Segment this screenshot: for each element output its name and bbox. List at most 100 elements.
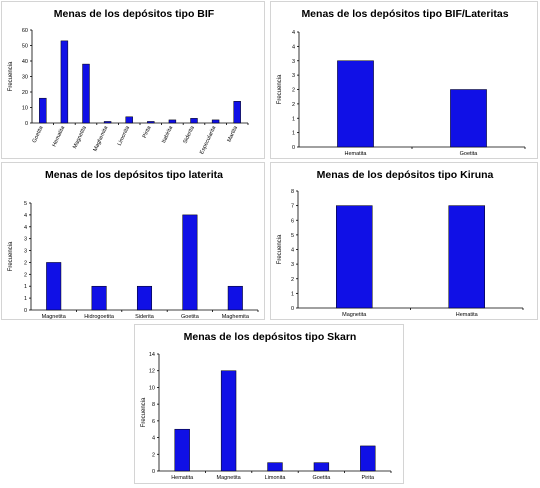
chart-panel-kiruna: Menas de los depósitos tipo Kiruna Frecue… bbox=[270, 162, 538, 320]
y-tick-label: 50 bbox=[22, 44, 28, 50]
x-tick-label: Itabirita bbox=[161, 124, 174, 144]
x-tick-label: Siderita bbox=[182, 124, 196, 144]
y-tick-label: 2 bbox=[292, 88, 295, 94]
bar-magnetita bbox=[46, 262, 62, 311]
x-tick-label: Limonita bbox=[117, 124, 132, 146]
bar-hidrogoetita bbox=[91, 285, 107, 311]
x-tick-label: Pirita bbox=[362, 475, 375, 481]
bar-magnetita bbox=[336, 205, 373, 309]
y-axis-label: Frecuencia bbox=[141, 397, 147, 427]
y-tick-label: 60 bbox=[22, 28, 28, 34]
bar-limonita bbox=[267, 462, 283, 472]
y-axis-label: Frecuencia bbox=[277, 74, 283, 104]
y-tick-label: 2 bbox=[24, 272, 27, 278]
x-tick-label: Hematita bbox=[51, 124, 66, 147]
y-tick-label: 6 bbox=[152, 419, 155, 425]
y-tick-label: 1 bbox=[24, 296, 27, 302]
bar-goetita bbox=[182, 214, 198, 311]
y-axis-label: Frecuencia bbox=[8, 61, 14, 91]
y-tick-label: 3 bbox=[292, 59, 295, 65]
y-tick-label: 3 bbox=[292, 73, 295, 79]
bar-limonita bbox=[125, 116, 133, 124]
bar-martita bbox=[233, 101, 241, 124]
bar-hematita bbox=[174, 428, 190, 472]
y-tick-label: 7 bbox=[291, 204, 294, 210]
y-tick-label: 4 bbox=[291, 248, 294, 254]
y-tick-label: 0 bbox=[291, 306, 294, 312]
x-tick-label: Siderita bbox=[135, 314, 155, 320]
chart-bif-lateritas: Menas de los depósitos tipo BIF/Laterita… bbox=[277, 8, 526, 157]
bar-hematita bbox=[448, 205, 485, 309]
y-tick-label: 4 bbox=[24, 213, 27, 219]
x-tick-label: Magnetita bbox=[217, 475, 242, 481]
y-tick-label: 0 bbox=[152, 469, 155, 475]
bar-hematita bbox=[337, 60, 374, 148]
y-tick-label: 3 bbox=[291, 262, 294, 268]
y-tick-label: 8 bbox=[291, 189, 294, 195]
x-tick-label: Hematita bbox=[171, 475, 194, 481]
y-axis-label: Frecuencia bbox=[277, 234, 283, 264]
x-tick-label: Especularita bbox=[199, 124, 218, 155]
x-tick-label: Hematita bbox=[456, 312, 479, 318]
bar-maghemita bbox=[227, 285, 243, 311]
y-tick-label: 0 bbox=[25, 121, 28, 127]
chart-title: Menas de los depósitos tipo laterita bbox=[45, 169, 223, 181]
chart-title: Menas de los depósitos tipo Kiruna bbox=[317, 169, 494, 181]
y-tick-label: 0 bbox=[24, 308, 27, 314]
chart-title: Menas de los depósitos tipo BIF/Laterita… bbox=[301, 8, 508, 20]
y-tick-label: 4 bbox=[24, 225, 27, 231]
bar-itabirita bbox=[168, 119, 177, 124]
chart-title: Menas de los depósitos tipo Skarn bbox=[184, 331, 357, 343]
x-tick-label: Maghemita bbox=[222, 314, 250, 320]
y-tick-label: 5 bbox=[24, 201, 27, 207]
y-tick-label: 10 bbox=[22, 106, 28, 112]
bar-maghemita bbox=[103, 121, 112, 124]
chart-skarn: Menas de los depósitos tipo Skarn Frecuen… bbox=[141, 331, 392, 481]
y-tick-label: 10 bbox=[149, 385, 155, 391]
chart-panel-bif-lateritas: Menas de los depósitos tipo BIF/Laterita… bbox=[270, 1, 538, 159]
y-tick-label: 4 bbox=[292, 30, 295, 36]
y-tick-label: 1 bbox=[292, 131, 295, 137]
bar-goetita bbox=[313, 462, 330, 472]
y-tick-label: 20 bbox=[22, 90, 28, 96]
y-tick-label: 14 bbox=[149, 352, 155, 358]
y-tick-label: 2 bbox=[291, 277, 294, 283]
y-tick-label: 30 bbox=[22, 75, 28, 81]
y-tick-label: 8 bbox=[152, 402, 155, 408]
chart-panel-bif: Menas de los depósitos tipo BIF Frecuenci… bbox=[1, 1, 265, 159]
x-tick-label: Hidrogoetita bbox=[84, 314, 115, 320]
chart-laterita: Menas de los depósitos tipo laterita Frec… bbox=[8, 169, 259, 320]
x-tick-label: Goetita bbox=[181, 314, 200, 320]
chart-panel-skarn: Menas de los depósitos tipo Skarn Frecuen… bbox=[134, 324, 404, 484]
x-tick-label: Magnetita bbox=[342, 312, 367, 318]
bar-pirita bbox=[360, 445, 376, 472]
y-tick-label: 40 bbox=[22, 59, 28, 65]
x-tick-label: Pirita bbox=[142, 124, 153, 139]
x-tick-label: Goetita bbox=[460, 151, 479, 157]
y-tick-label: 2 bbox=[24, 260, 27, 266]
x-tick-label: Goetita bbox=[32, 124, 45, 143]
x-tick-label: Limonita bbox=[265, 475, 287, 481]
y-tick-label: 4 bbox=[292, 44, 295, 50]
x-tick-label: Magnetita bbox=[72, 124, 88, 149]
bar-hematita bbox=[60, 40, 69, 124]
y-tick-label: 1 bbox=[24, 284, 27, 290]
y-tick-label: 6 bbox=[291, 218, 294, 224]
bar-siderita bbox=[190, 118, 198, 124]
y-tick-label: 0 bbox=[292, 145, 295, 151]
y-tick-label: 5 bbox=[291, 233, 294, 239]
chart-kiruna: Menas de los depósitos tipo Kiruna Frecue… bbox=[277, 169, 524, 318]
x-tick-label: Goetita bbox=[313, 475, 332, 481]
y-tick-label: 3 bbox=[24, 237, 27, 243]
bar-siderita bbox=[136, 285, 153, 311]
y-tick-label: 3 bbox=[24, 249, 27, 255]
bar-pirita bbox=[147, 121, 155, 124]
bar-magnetita bbox=[82, 63, 90, 124]
bar-goetita bbox=[450, 89, 487, 148]
chart-title: Menas de los depósitos tipo BIF bbox=[54, 8, 215, 20]
bar-especularita bbox=[211, 119, 220, 124]
bar-magnetita bbox=[220, 370, 237, 472]
chart-panel-laterita: Menas de los depósitos tipo laterita Frec… bbox=[1, 162, 265, 320]
y-tick-label: 1 bbox=[292, 116, 295, 122]
y-tick-label: 1 bbox=[291, 291, 294, 297]
